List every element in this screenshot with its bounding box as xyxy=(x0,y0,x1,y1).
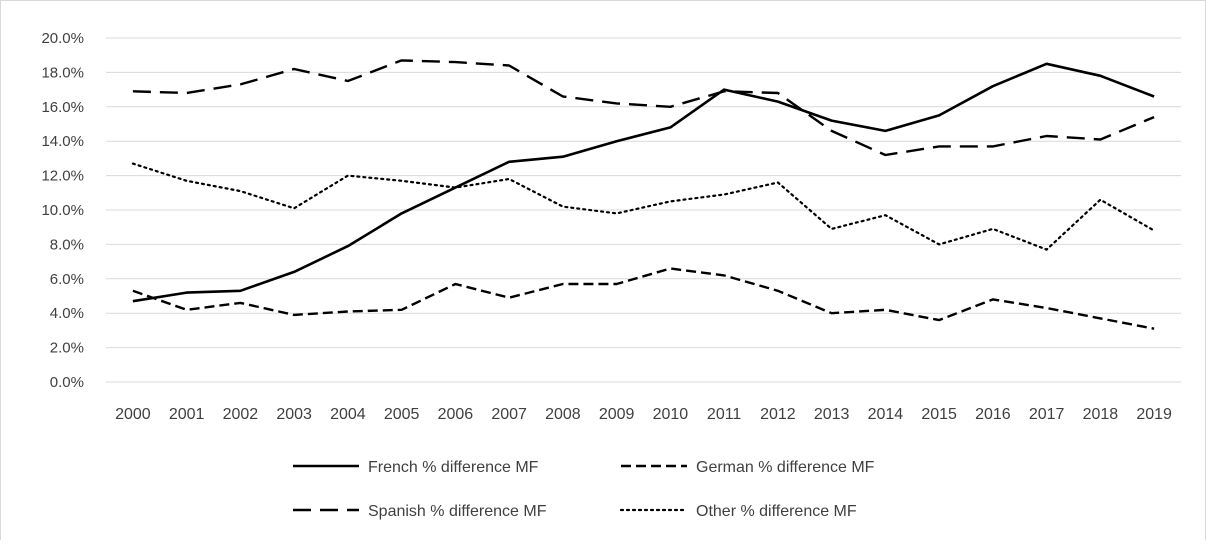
x-tick-label: 2013 xyxy=(814,406,850,423)
x-tick-label: 2018 xyxy=(1083,406,1119,423)
x-tick-label: 2002 xyxy=(223,406,259,423)
legend-label: Other % difference MF xyxy=(696,503,857,520)
y-tick-label: 8.0% xyxy=(50,236,84,253)
y-axis-tick-labels: 0.0% 2.0% 4.0% 6.0% 8.0% 10.0% 12.0% 14.0% 16.0%… xyxy=(41,30,84,391)
legend-label: Spanish % difference MF xyxy=(368,503,547,520)
y-tick-label: 18.0% xyxy=(41,64,84,81)
x-tick-label: 2017 xyxy=(1029,406,1065,423)
x-tick-label: 2019 xyxy=(1136,406,1172,423)
legend-label: French % difference MF xyxy=(368,459,539,476)
x-tick-label: 2008 xyxy=(545,406,581,423)
x-axis-tick-labels: 2000 2001 2002 2003 2004 2005 2006 2007 2008 2009… xyxy=(115,406,1172,423)
x-tick-label: 2009 xyxy=(599,406,635,423)
legend: French % difference MF German % differenc… xyxy=(293,459,875,520)
x-tick-label: 2014 xyxy=(868,406,904,423)
y-tick-label: 2.0% xyxy=(50,340,84,357)
series-line-french xyxy=(132,62,1155,303)
y-tick-label: 0.0% xyxy=(50,374,84,391)
x-tick-label: 2001 xyxy=(169,406,205,423)
legend-label: German % difference MF xyxy=(696,459,875,476)
x-tick-label: 2012 xyxy=(760,406,796,423)
x-tick-label: 2006 xyxy=(438,406,474,423)
x-tick-label: 2005 xyxy=(384,406,420,423)
x-tick-label: 2015 xyxy=(921,406,957,423)
x-tick-label: 2000 xyxy=(115,406,151,423)
series-line-german xyxy=(132,267,1155,330)
x-tick-label: 2011 xyxy=(707,406,742,423)
x-tick-label: 2003 xyxy=(276,406,312,423)
x-tick-label: 2016 xyxy=(975,406,1011,423)
y-tick-label: 16.0% xyxy=(41,99,84,116)
gridlines xyxy=(106,37,1181,383)
series-lines xyxy=(131,59,1156,330)
series-line-other xyxy=(131,162,1156,251)
x-tick-label: 2007 xyxy=(491,406,527,423)
y-tick-label: 6.0% xyxy=(50,271,84,288)
y-tick-label: 4.0% xyxy=(50,305,84,322)
y-tick-label: 12.0% xyxy=(41,168,84,185)
y-tick-label: 10.0% xyxy=(41,202,84,219)
y-tick-label: 14.0% xyxy=(41,133,84,150)
series-line-spanish xyxy=(132,59,1155,157)
x-tick-label: 2004 xyxy=(330,406,366,423)
y-tick-label: 20.0% xyxy=(41,30,84,47)
x-tick-label: 2010 xyxy=(653,406,689,423)
